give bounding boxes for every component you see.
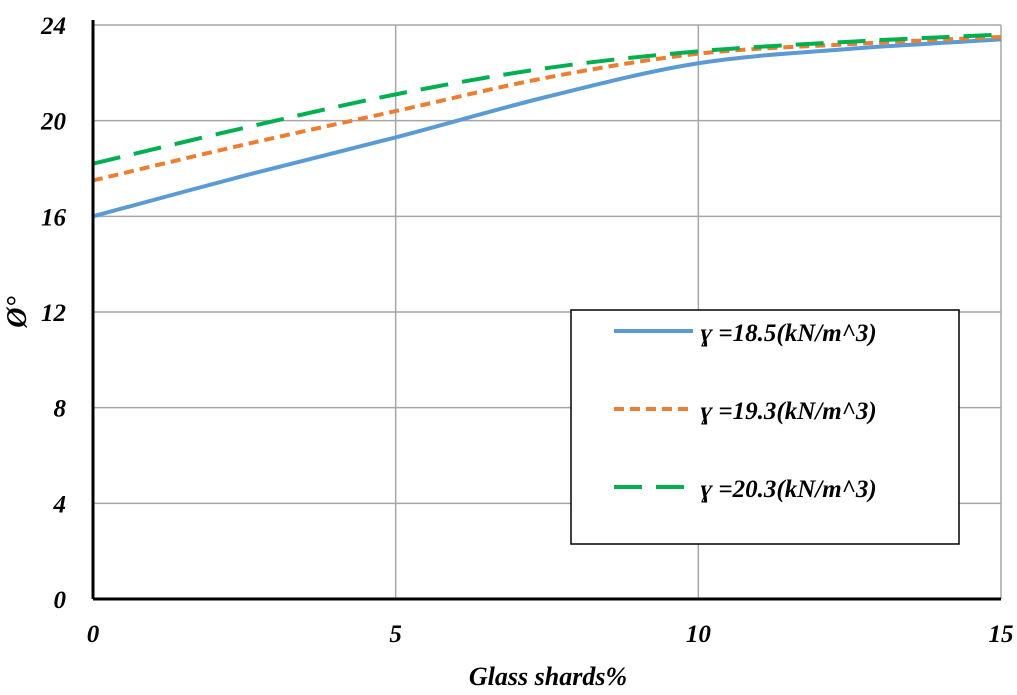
legend-label: ɣ =18.5(kN/m^3) (700, 320, 877, 347)
series-line-2 (92, 34, 1002, 183)
y-tick-label: 0 (54, 587, 67, 614)
axes (91, 20, 1001, 601)
y-tick-label: 24 (40, 13, 66, 40)
y-tick-label: 8 (54, 396, 67, 423)
legend: ɣ =18.5(kN/m^3) ɣ =19.3(kN/m^3) ɣ =20.3(kN… (570, 309, 960, 545)
legend-label: ɣ =20.3(kN/m^3) (700, 476, 877, 503)
y-tick-label: 4 (53, 491, 67, 518)
tick-labels: 0 4 8 12 16 20 24 0 5 10 15 (40, 13, 1014, 648)
y-tick-label: 12 (41, 300, 66, 327)
legend-label: ɣ =19.3(kN/m^3) (700, 398, 877, 425)
legend-box (570, 309, 960, 545)
x-tick-label: 10 (686, 621, 712, 648)
y-axis-label: Ø° (2, 296, 33, 328)
x-axis-label: Glass shards% (469, 662, 627, 690)
series-line-1 (92, 37, 1002, 219)
x-tick-label: 5 (389, 621, 402, 648)
y-tick-label: 20 (40, 109, 67, 136)
x-tick-label: 0 (87, 621, 100, 648)
gridlines (93, 24, 1002, 599)
series-lines (92, 32, 1002, 219)
x-tick-label: 15 (989, 621, 1014, 648)
series-line-3 (92, 32, 1002, 166)
y-tick-label: 16 (41, 204, 67, 231)
